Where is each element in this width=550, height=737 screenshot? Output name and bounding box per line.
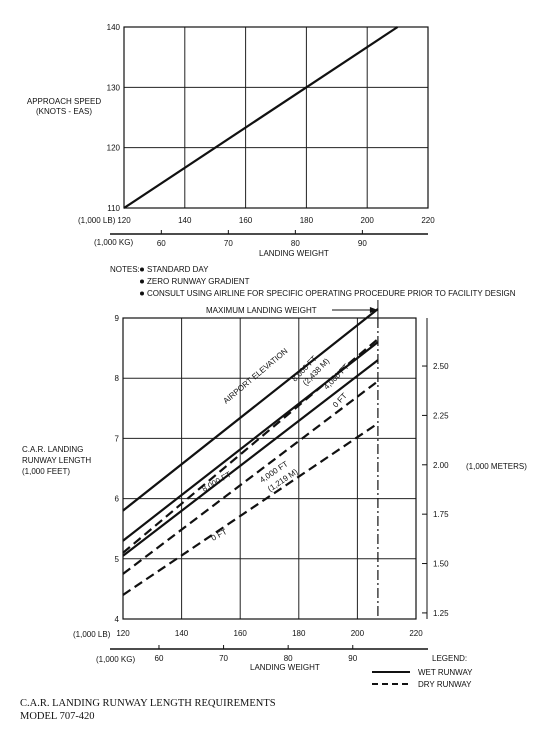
x-lb-tick-label: 140 bbox=[178, 216, 192, 225]
y-tick-label: 120 bbox=[107, 144, 121, 153]
x-lb-tick-label: 120 bbox=[117, 216, 131, 225]
top-x-tick-labels: 120 140 160 180 200 220 bbox=[117, 216, 435, 225]
note-bullet bbox=[140, 279, 144, 284]
y-tick-label: 8 bbox=[115, 374, 120, 383]
top-x-kg-unit: (1,000 KG) bbox=[94, 238, 133, 247]
x-lb-tick-label: 160 bbox=[234, 629, 248, 638]
x-lb-tick-label: 140 bbox=[175, 629, 189, 638]
top-kg-tick-labels: 60 70 80 90 bbox=[157, 230, 367, 248]
bottom-x-kg-unit: (1,000 KG) bbox=[96, 655, 135, 664]
top-x-lb-unit: (1,000 LB) bbox=[78, 216, 116, 225]
y2-tick-label: 2.50 bbox=[433, 362, 449, 371]
series-line-wet bbox=[122, 341, 379, 542]
approach-speed-chart: APPROACH SPEED (KNOTS - EAS) 110 120 130 14… bbox=[27, 23, 435, 258]
plot-frame bbox=[123, 26, 429, 209]
plot-frame bbox=[122, 317, 417, 620]
arrow-head-icon bbox=[369, 307, 378, 313]
x-lb-tick-label: 220 bbox=[409, 629, 423, 638]
bottom-x-lb-unit: (1,000 LB) bbox=[73, 630, 111, 639]
x-kg-tick-label: 90 bbox=[348, 654, 357, 663]
bottom-kg-tick-labels: 60 70 80 90 bbox=[155, 645, 358, 663]
x-kg-tick-label: 80 bbox=[284, 654, 293, 663]
legend-item-dry: DRY RUNWAY bbox=[418, 680, 472, 689]
max-landing-weight-marker: MAXIMUM LANDING WEIGHT bbox=[206, 300, 379, 320]
x-lb-tick-label: 120 bbox=[116, 629, 130, 638]
x-kg-tick-label: 90 bbox=[358, 239, 367, 248]
notes-prefix: NOTES: bbox=[110, 265, 140, 274]
top-ylabel-line1: APPROACH SPEED bbox=[27, 97, 101, 106]
bottom-y-tick-labels: 4 5 6 7 8 9 bbox=[115, 314, 120, 624]
x-kg-tick-label: 60 bbox=[155, 654, 164, 663]
x-lb-tick-label: 200 bbox=[361, 216, 375, 225]
curve-label-dry-8000: 8,000 FT bbox=[201, 470, 233, 494]
y-tick-label: 110 bbox=[107, 204, 120, 213]
x-kg-tick-label: 70 bbox=[224, 239, 233, 248]
y2-tick-label: 1.50 bbox=[433, 560, 449, 569]
note-item: ZERO RUNWAY GRADIENT bbox=[147, 277, 250, 286]
runway-length-chart: C.A.R. LANDING RUNWAY LENGTH (1,000 FEET… bbox=[22, 300, 527, 672]
series-line-wet bbox=[122, 308, 379, 512]
curve-label-airport-elevation: AIRPORT ELEVATION bbox=[222, 346, 290, 405]
bottom-ylabel-line3: (1,000 FEET) bbox=[22, 467, 70, 476]
top-series bbox=[123, 26, 399, 209]
bottom-grid bbox=[122, 317, 417, 620]
top-grid bbox=[123, 26, 429, 209]
bottom-ylabel-line1: C.A.R. LANDING bbox=[22, 445, 83, 454]
bottom-y2label: (1,000 METERS) bbox=[466, 462, 527, 471]
y2-tick-label: 2.00 bbox=[433, 461, 449, 470]
caption-line1: C.A.R. LANDING RUNWAY LENGTH REQUIREMENT… bbox=[20, 698, 276, 709]
y-tick-label: 9 bbox=[115, 314, 120, 323]
note-bullet bbox=[140, 267, 144, 272]
bottom-ylabel-line2: RUNWAY LENGTH bbox=[22, 456, 91, 465]
series-line-dry bbox=[122, 380, 379, 575]
y-tick-label: 7 bbox=[115, 434, 120, 443]
top-ylabel-line2: (KNOTS - EAS) bbox=[36, 107, 92, 116]
legend-item-wet: WET RUNWAY bbox=[418, 668, 473, 677]
y-tick-label: 140 bbox=[107, 23, 121, 32]
x-kg-tick-label: 60 bbox=[157, 239, 166, 248]
y-tick-label: 5 bbox=[115, 555, 120, 564]
legend-title: LEGEND: bbox=[432, 654, 467, 663]
y-tick-label: 4 bbox=[115, 615, 120, 624]
x-lb-tick-label: 180 bbox=[300, 216, 314, 225]
x-kg-tick-label: 70 bbox=[219, 654, 228, 663]
y2-tick-label: 2.25 bbox=[433, 411, 449, 420]
series-line-wet bbox=[122, 359, 379, 557]
x-lb-tick-label: 180 bbox=[292, 629, 306, 638]
x-kg-tick-label: 80 bbox=[291, 239, 300, 248]
y-tick-label: 130 bbox=[107, 83, 121, 92]
legend: LEGEND: WET RUNWAY DRY RUNWAY bbox=[372, 654, 473, 689]
bottom-xlabel: LANDING WEIGHT bbox=[250, 663, 320, 672]
x-lb-tick-label: 160 bbox=[239, 216, 253, 225]
note-item: CONSULT USING AIRLINE FOR SPECIFIC OPERA… bbox=[147, 289, 516, 298]
x-lb-tick-label: 200 bbox=[351, 629, 365, 638]
curve-label-dry-0: 0 FT bbox=[210, 527, 229, 543]
note-item: STANDARD DAY bbox=[147, 265, 209, 274]
caption-line2: MODEL 707-420 bbox=[20, 711, 95, 722]
bottom-x-tick-labels: 120 140 160 180 200 220 bbox=[116, 629, 423, 638]
y2-tick-label: 1.25 bbox=[433, 609, 449, 618]
bottom-series bbox=[122, 308, 379, 596]
bottom-y2-axis: 1.25 1.50 1.75 2.00 2.25 2.50 bbox=[377, 318, 449, 619]
notes-block: NOTES: STANDARD DAY ZERO RUNWAY GRADIENT… bbox=[110, 265, 516, 298]
curve-labels: AIRPORT ELEVATION 8,000 FT (2,438 M) 4,0… bbox=[201, 346, 351, 542]
y-tick-label: 6 bbox=[115, 495, 120, 504]
y2-tick-label: 1.75 bbox=[433, 510, 449, 519]
series-line-dry bbox=[122, 422, 379, 596]
x-lb-tick-label: 220 bbox=[421, 216, 435, 225]
max-landing-weight-label: MAXIMUM LANDING WEIGHT bbox=[206, 306, 317, 315]
series-line-wet bbox=[123, 26, 399, 209]
top-y-tick-labels: 110 120 130 140 bbox=[107, 23, 121, 213]
top-xlabel: LANDING WEIGHT bbox=[259, 249, 329, 258]
note-bullet bbox=[140, 291, 144, 296]
